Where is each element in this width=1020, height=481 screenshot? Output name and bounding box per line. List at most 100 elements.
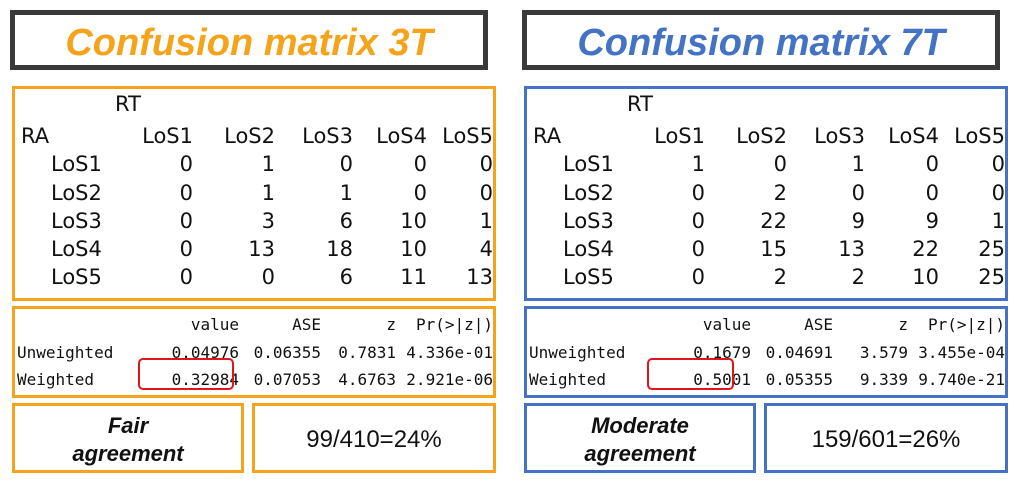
matrix-cell: 0 [479,152,493,176]
title-box: Confusion matrix 3T [10,10,488,70]
matrix-cell: 13 [838,237,865,261]
matrix-cell: 0 [773,152,787,176]
stats-value: 0.1679 [693,343,751,362]
matrix-cell: 0 [261,265,275,289]
stats-header-value: value [190,315,239,334]
matrix-cell: 0 [413,181,427,205]
matrix-cell: 6 [339,209,353,233]
stats-header-ase: ASE [804,315,833,334]
agreement-word: agreement [584,441,696,466]
matrix-column-header: LoS2 [736,124,787,148]
matrix-cell: 1 [261,152,275,176]
stats-ase: 0.05355 [765,370,833,389]
matrix-cell: 1 [991,209,1005,233]
matrix-cell: 0 [991,181,1005,205]
matrix-cell: 6 [339,265,353,289]
title-box: Confusion matrix 7T [522,10,1000,70]
matrix-row-label: LoS2 [51,181,102,205]
matrix-cell: 0 [691,209,705,233]
matrix-column-header: LoS1 [654,124,705,148]
kappa-statistics: value ASE z Pr(>|z|) Unweighted 0.04976 0.0635… [12,306,496,398]
stats-p: 4.336e-01 [406,343,493,362]
agreement-label: Fair agreement [15,412,241,468]
agreement-box: Fair agreement [12,403,244,473]
stats-z: 3.579 [859,343,908,362]
stats-header-value: value [702,315,751,334]
matrix-cell: 2 [773,181,787,205]
panel-3t: Confusion matrix 3T RT RA LoS1 LoS2 LoS3 LoS4 L… [10,0,500,481]
matrix-cell: 0 [691,181,705,205]
matrix-cell: 0 [479,181,493,205]
matrix-cell: 18 [326,237,353,261]
matrix-row-label: LoS4 [51,237,102,261]
stats-header-z: z [898,315,908,334]
matrix-cell: 3 [261,209,275,233]
panel-title: Confusion matrix 7T [577,22,945,64]
matrix-cell: 0 [851,181,865,205]
matrix-row-label: LoS1 [563,152,614,176]
matrix-cell: 4 [479,237,493,261]
stats-z: 0.7831 [338,343,396,362]
matrix-cell: 13 [466,265,493,289]
matrix-cell: 9 [925,209,939,233]
agreement-ratio-box: 159/601=26% [764,403,1008,473]
matrix-row-label: LoS2 [563,181,614,205]
matrix-column-header: LoS5 [954,124,1005,148]
matrix-cell: 0 [925,152,939,176]
confusion-matrix: RT RA LoS1 LoS2 LoS3 LoS4 LoS5 LoS1 1 0 1 0 0 LoS2 0 2 0… [524,86,1008,301]
stats-value: 0.04976 [171,343,239,362]
matrix-row-label: LoS5 [563,265,614,289]
stats-ase: 0.04691 [765,343,833,362]
matrix-cell: 0 [179,209,193,233]
stats-value: 0.5001 [693,370,751,389]
matrix-column-header: LoS5 [442,124,493,148]
matrix-cell: 10 [400,237,427,261]
stats-z: 4.6763 [338,370,396,389]
matrix-cell: 2 [773,265,787,289]
stats-z: 9.339 [859,370,908,389]
matrix-cell: 0 [413,152,427,176]
matrix-cell: 1 [851,152,865,176]
matrix-row-label: LoS3 [51,209,102,233]
matrix-cell: 1 [691,152,705,176]
panel-title: Confusion matrix 3T [65,22,433,64]
stats-p: 9.740e-21 [918,370,1005,389]
matrix-cell: 2 [851,265,865,289]
matrix-cell: 0 [179,265,193,289]
matrix-cell: 15 [760,237,787,261]
matrix-cell: 0 [179,237,193,261]
matrix-cell: 1 [339,181,353,205]
matrix-column-header: LoS3 [302,124,353,148]
stats-row-label: Unweighted [529,343,626,362]
matrix-cell: 0 [925,181,939,205]
matrix-cell: 22 [760,209,787,233]
weighted-kappa-highlight [138,358,234,390]
matrix-cell: 0 [179,152,193,176]
matrix-cell: 0 [991,152,1005,176]
agreement-box: Moderate agreement [524,403,756,473]
stats-row-label: Weighted [529,370,607,389]
matrix-cell: 0 [179,181,193,205]
kappa-statistics: value ASE z Pr(>|z|) Unweighted 0.1679 0.04691… [524,306,1008,398]
matrix-cell: 0 [339,152,353,176]
agreement-ratio: 99/410=24% [306,426,442,453]
matrix-cell: 25 [978,265,1005,289]
matrix-cell: 0 [691,265,705,289]
matrix-row-label: LoS5 [51,265,102,289]
matrix-column-header: LoS4 [376,124,427,148]
agreement-word: agreement [72,441,184,466]
matrix-cell: 11 [400,265,427,289]
matrix-cell: 10 [400,209,427,233]
matrix-rt-label: RT [115,92,141,116]
matrix-cell: 9 [851,209,865,233]
agreement-ratio: 159/601=26% [811,426,961,453]
matrix-ra-label: RA [21,124,50,148]
confusion-matrix: RT RA LoS1 LoS2 LoS3 LoS4 LoS5 LoS1 0 1 0 0 0 LoS2 0 1 1… [12,86,496,301]
stats-row-label: Unweighted [17,343,114,362]
stats-header-ase: ASE [292,315,321,334]
stats-header-z: z [386,315,396,334]
stats-p: 2.921e-06 [406,370,493,389]
matrix-cell: 10 [912,265,939,289]
matrix-row-label: LoS4 [563,237,614,261]
matrix-rt-label: RT [627,92,653,116]
